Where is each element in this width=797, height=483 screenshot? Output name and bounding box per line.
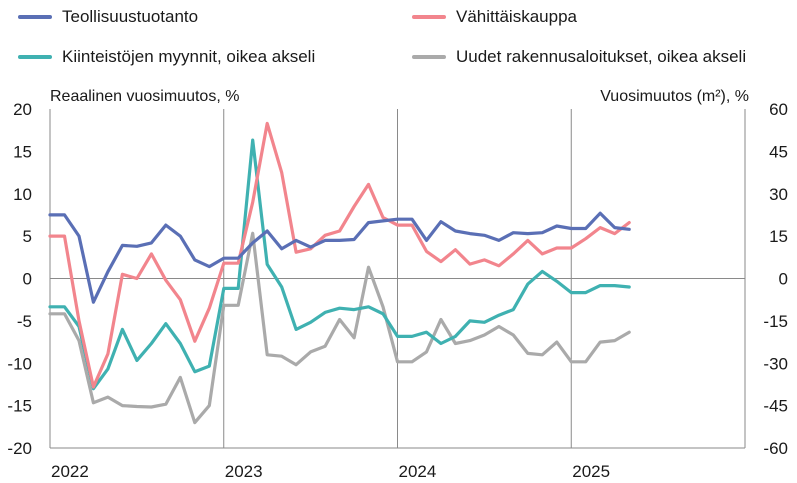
left-tick-label: -5 — [17, 312, 32, 331]
right-tick-label: 60 — [769, 100, 788, 119]
legend-swatch-kiinteistojen-myynnit — [18, 55, 52, 59]
right-tick-label: 0 — [779, 270, 788, 289]
legend-swatch-rakennusaloitukset — [412, 55, 446, 59]
legend-label-vahittaiskauppa: Vähittäiskauppa — [456, 7, 577, 26]
right-tick-label: -15 — [763, 312, 788, 331]
series-line-v-hitt-iskauppa — [48, 121, 631, 389]
right-tick-label: 15 — [769, 227, 788, 246]
left-tick-label: 20 — [13, 100, 32, 119]
x-tick-label: 2023 — [225, 462, 263, 481]
legend: Teollisuustuotanto Vähittäiskauppa Kiint… — [0, 0, 797, 80]
legend-item-teollisuustuotanto: Teollisuustuotanto — [18, 7, 198, 27]
left-tick-label: -20 — [7, 439, 32, 458]
legend-swatch-teollisuustuotanto — [18, 15, 52, 19]
left-tick-label: 5 — [23, 227, 32, 246]
right-tick-label: -60 — [763, 439, 788, 458]
series-line-uudet-rakennusaloitukset-oikea-akseli — [48, 231, 631, 425]
left-axis-title: Reaalinen vuosimuutos, % — [50, 88, 240, 105]
legend-item-vahittaiskauppa: Vähittäiskauppa — [412, 7, 577, 27]
left-tick-label: 15 — [13, 142, 32, 161]
legend-swatch-vahittaiskauppa — [412, 15, 446, 19]
right-tick-label: 45 — [769, 142, 788, 161]
right-tick-label: -45 — [763, 397, 788, 416]
x-tick-label: 2022 — [51, 462, 89, 481]
x-tick-label: 2024 — [399, 462, 437, 481]
right-tick-label: -30 — [763, 354, 788, 373]
series-line-teollisuustuotanto — [48, 211, 631, 304]
legend-label-rakennusaloitukset: Uudet rakennusaloitukset, oikea akseli — [456, 47, 747, 66]
right-axis-title: Vuosimuutos (m²), % — [600, 88, 749, 105]
left-tick-label: 10 — [13, 185, 32, 204]
left-tick-label: -10 — [7, 354, 32, 373]
left-tick-label: 0 — [23, 270, 32, 289]
left-tick-label: -15 — [7, 397, 32, 416]
series-line-kiinteist-jen-myynnit-oikea-akseli — [48, 138, 631, 391]
legend-label-kiinteistojen-myynnit: Kiinteistöjen myynnit, oikea akseli — [62, 47, 316, 66]
right-tick-label: 30 — [769, 185, 788, 204]
x-tick-label: 2025 — [572, 462, 610, 481]
legend-item-kiinteistojen-myynnit: Kiinteistöjen myynnit, oikea akseli — [18, 47, 315, 67]
legend-label-teollisuustuotanto: Teollisuustuotanto — [62, 7, 199, 26]
legend-item-rakennusaloitukset: Uudet rakennusaloitukset, oikea akseli — [412, 47, 746, 67]
